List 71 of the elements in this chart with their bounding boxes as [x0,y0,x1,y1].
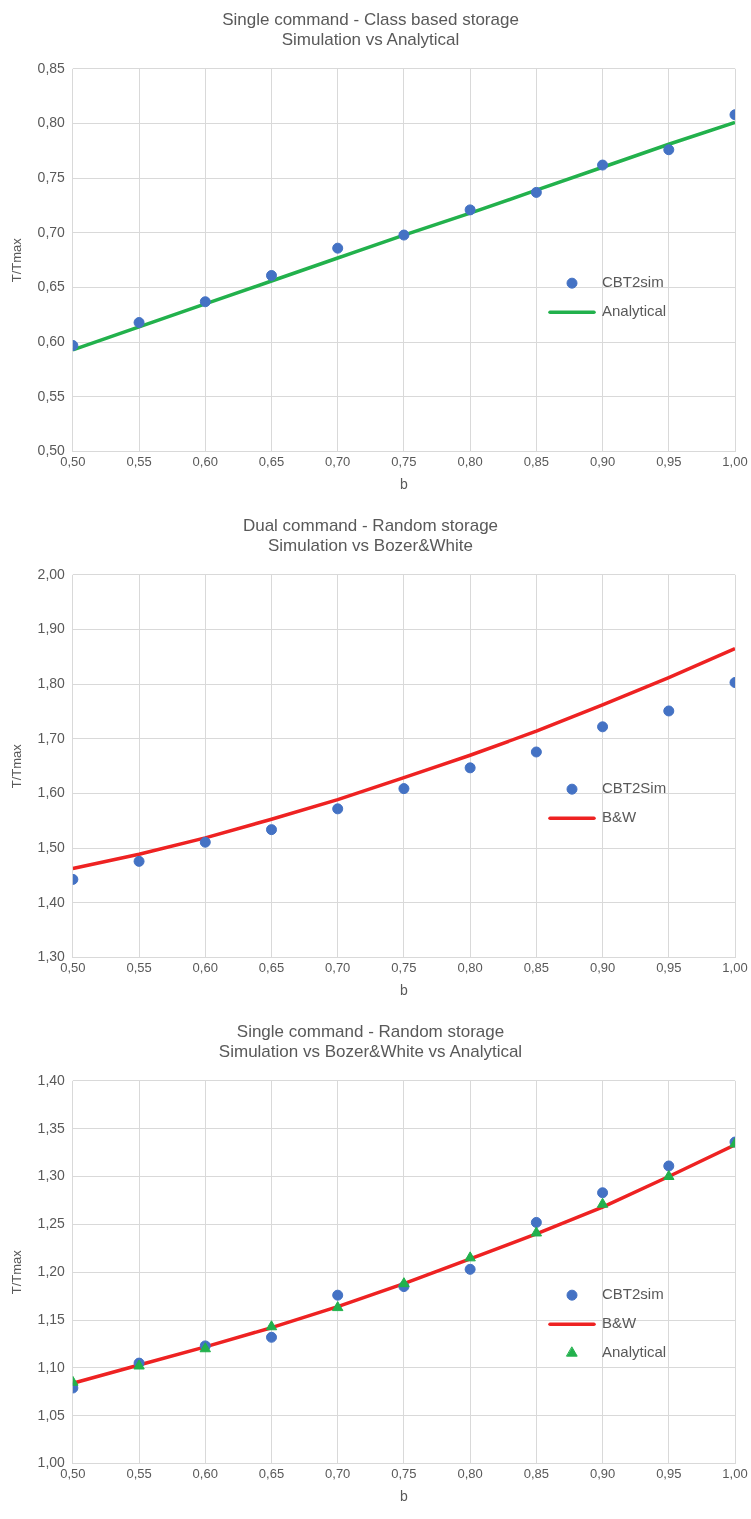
x-axis-title: b [400,1488,409,1505]
y-tick-label: 1,50 [37,839,66,856]
y-tick-label: 1,40 [37,1071,66,1088]
x-tick-label: 0,95 [656,453,682,469]
legend-label: B&W [602,1314,638,1332]
legend-label: CBT2sim [602,273,664,291]
x-tick-label: 0,60 [192,959,218,975]
x-tick-label: 0,55 [126,959,152,975]
x-tick-label: 1,00 [722,1465,748,1481]
x-tick-label: 0,55 [126,453,152,469]
y-tick-label: 0,65 [37,278,66,295]
y-tick-label: 2,00 [37,565,66,582]
x-tick-label: 0,60 [192,453,218,469]
legend-label: B&W [602,808,638,826]
y-axis-title: T/Tmax [9,237,25,283]
x-tick-label: 0,90 [589,453,616,469]
x-tick-label: 0,85 [523,453,550,469]
x-tick-label: 0,70 [325,1465,351,1481]
y-tick-label: 1,20 [37,1263,66,1280]
x-tick-label: 1,00 [722,453,748,469]
y-tick-label: 0,70 [37,223,66,240]
x-tick-label: 0,65 [258,453,285,469]
y-tick-label: 0,75 [37,169,66,186]
chart-subtitle: Simulation vs Bozer&White [267,536,474,556]
x-tick-label: 0,65 [258,1465,285,1481]
x-tick-label: 0,85 [523,1465,550,1481]
x-tick-label: 0,80 [457,959,483,975]
y-tick-label: 0,55 [37,387,66,404]
legend-label: CBT2Sim [602,779,667,797]
x-axis-title: b [400,982,409,999]
chart-subtitle: Simulation vs Analytical [281,30,460,50]
x-tick-label: 0,95 [656,1465,682,1481]
y-tick-label: 0,85 [37,59,66,76]
y-tick-label: 1,35 [37,1119,66,1136]
chart-title: Single command - Random storage [236,1021,505,1041]
y-tick-label: 1,60 [37,784,66,801]
x-tick-label: 0,55 [126,1465,152,1481]
x-tick-label: 0,95 [656,959,682,975]
y-tick-label: 1,10 [37,1358,66,1375]
y-tick-label: 1,05 [37,1406,66,1423]
legend-label: CBT2sim [602,1285,664,1303]
y-axis-title: T/Tmax [9,743,25,789]
chart-title: Single command - Class based storage [222,9,519,29]
y-axis-title: T/Tmax [9,1249,25,1295]
x-tick-label: 0,90 [589,959,616,975]
y-tick-label: 1,30 [37,1167,66,1184]
x-tick-label: 0,75 [391,1465,417,1481]
x-tick-label: 0,75 [391,453,417,469]
x-tick-label: 0,85 [523,959,550,975]
legend-label: Analytical [602,1343,667,1361]
legend-label: Analytical [602,302,667,320]
y-tick-label: 1,40 [37,893,66,910]
chart-title: Dual command - Random storage [242,515,499,535]
x-axis-title: b [400,476,409,493]
y-tick-label: 1,15 [37,1310,66,1327]
x-tick-label: 1,00 [722,959,748,975]
x-tick-label: 0,60 [192,1465,218,1481]
y-tick-label: 1,25 [37,1215,66,1232]
x-tick-label: 0,80 [457,1465,483,1481]
x-tick-label: 0,70 [325,453,351,469]
x-tick-label: 0,80 [457,453,483,469]
x-tick-label: 0,70 [325,959,351,975]
y-tick-label: 1,70 [37,729,66,746]
x-tick-label: 0,75 [391,959,417,975]
chart-subtitle: Simulation vs Bozer&White vs Analytical [218,1042,523,1062]
y-tick-label: 0,60 [37,333,66,350]
y-tick-label: 1,90 [37,620,66,637]
y-tick-label: 1,80 [37,675,66,692]
y-tick-label: 0,80 [37,114,66,131]
x-tick-label: 0,65 [258,959,285,975]
x-tick-label: 0,90 [589,1465,616,1481]
